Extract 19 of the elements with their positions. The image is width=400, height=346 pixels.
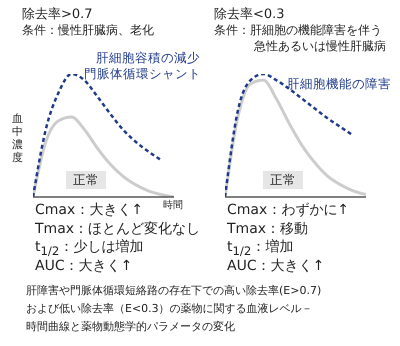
chart-subtitle: 条件：慢性肝臓病、老化 (22, 22, 155, 38)
text: Cmax：大きく↑ (35, 201, 144, 219)
series-label: 肝細胞容積の減少門脈体循環シャント (84, 50, 202, 82)
text: AUC：大きく↑ (227, 256, 324, 274)
series-label: 正常 (73, 172, 99, 188)
text: t$_{1/2}$：少しは増加 (35, 238, 144, 258)
text: t$_{1/2}$：増加 (227, 238, 294, 258)
text: 肝障害や門脈体循環短絡路の存在下での高い除去率(E>0.7)および低い除去率（E<0.3）の薬物に関する血液レベル－時間曲線と薬物動態学的パラメータの変化 (26, 283, 322, 335)
series-label: 肝細胞機能の障害 (286, 76, 392, 92)
chart-title: 除去率<0.3 (214, 6, 285, 23)
text: Tmax：ほとんど変化なし (35, 220, 200, 238)
y-axis-title: 血中濃度 (12, 112, 24, 164)
text: Tmax：移動 (227, 220, 308, 238)
text: AUC：大きく↑ (35, 256, 132, 274)
chart-subtitle: 条件：肝細胞の機能障害を伴う急性あるいは慢性肝臓病 (214, 22, 387, 54)
chart-title: 除去率>0.7 (22, 6, 93, 23)
text: Cmax：わずかに↑ (227, 201, 350, 219)
series-label: 正常 (270, 172, 296, 188)
x-axis-title: 時間 (163, 198, 183, 212)
